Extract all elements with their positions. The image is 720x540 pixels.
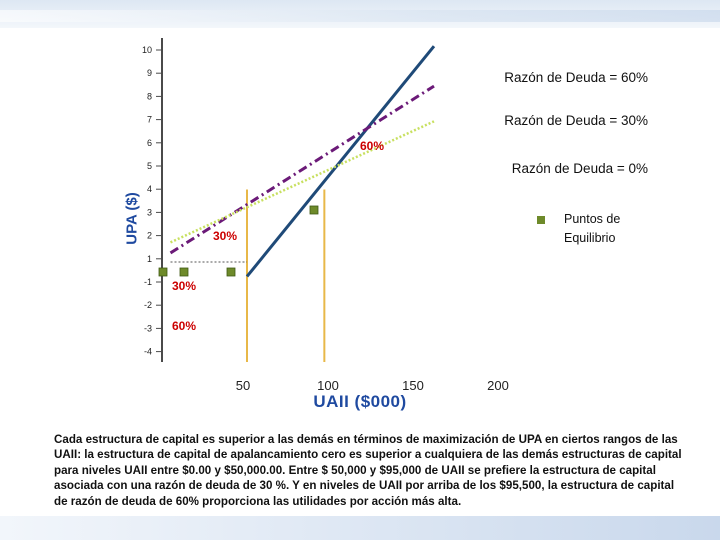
y-tick-label: -2: [144, 300, 152, 310]
annotation-label: 30%: [172, 279, 196, 293]
top-banner: [0, 0, 720, 28]
y-tick-label: 2: [147, 231, 152, 241]
y-tick-label: -3: [144, 323, 152, 333]
x-axis-label: UAII ($000): [313, 392, 407, 411]
eps-ebit-chart: 10 9 8 7 6 5 4 3 2 1 -1 -2 -3 -4 50 100 150 200 Razón de D…: [142, 38, 648, 393]
legend-label-line1: Puntos de: [564, 212, 620, 226]
y-tick-label: 5: [147, 161, 152, 171]
series-line-0: [169, 120, 435, 244]
legend-label-line2: Equilibrio: [564, 231, 615, 245]
y-tick-label: 6: [147, 138, 152, 148]
breakeven-point-marker: [309, 205, 319, 215]
series-label: Razón de Deuda = 60%: [504, 70, 648, 85]
y-tick-label: 1: [147, 254, 152, 264]
y-tick-label: 3: [147, 207, 152, 217]
x-tick-label: 100: [317, 378, 339, 393]
y-tick-label: 4: [147, 184, 152, 194]
annotation-label: 30%: [213, 229, 237, 243]
annotation-label: 60%: [360, 139, 384, 153]
x-tick-label: 150: [402, 378, 424, 393]
breakeven-point-marker: [158, 267, 168, 277]
y-tick-label: 9: [147, 68, 152, 78]
y-tick-label: 10: [142, 45, 152, 55]
x-tick-label: 50: [236, 378, 250, 393]
legend-marker: [537, 216, 545, 224]
top-banner-highlight: [0, 10, 720, 22]
series-label: Razón de Deuda = 30%: [504, 113, 648, 128]
series-line-30: [169, 84, 435, 255]
y-tick-label: 8: [147, 91, 152, 101]
breakeven-point-marker: [179, 267, 189, 277]
chart-caption: Cada estructura de capital es superior a…: [54, 433, 682, 508]
y-axis-label: UPA ($): [123, 192, 141, 245]
series-line-60: [245, 45, 436, 278]
bottom-banner: [0, 516, 720, 540]
annotation-label: 60%: [172, 319, 196, 333]
x-tick-label: 200: [487, 378, 509, 393]
series-label: Razón de Deuda = 0%: [512, 161, 648, 176]
breakeven-point-marker: [226, 267, 236, 277]
y-tick-label: -4: [144, 347, 152, 357]
y-tick-label: 7: [147, 115, 152, 125]
y-tick-label: -1: [144, 277, 152, 287]
